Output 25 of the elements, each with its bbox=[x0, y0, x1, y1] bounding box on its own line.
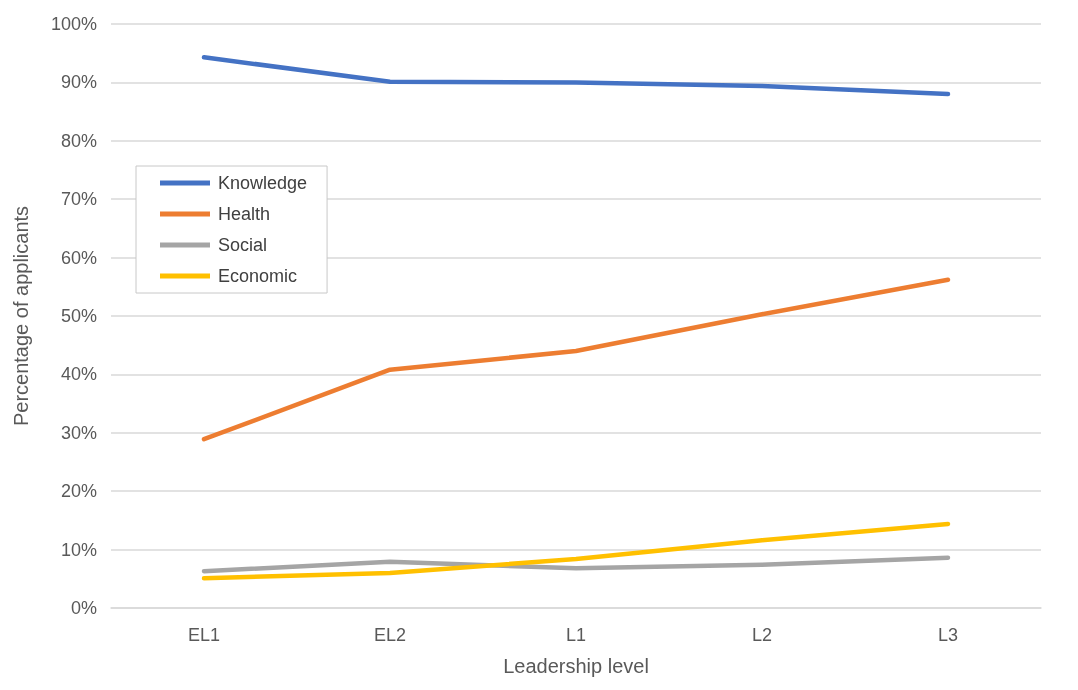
x-tick-label: L3 bbox=[937, 625, 959, 645]
legend-label: Economic bbox=[218, 266, 298, 286]
line-series bbox=[201, 55, 951, 97]
y-tick-label: 0% bbox=[70, 598, 97, 618]
x-tick-label: L2 bbox=[751, 625, 773, 645]
legend-label: Social bbox=[218, 235, 268, 255]
x-tick-label: EL2 bbox=[373, 625, 407, 645]
y-tick-label: 80% bbox=[60, 130, 97, 151]
y-tick-label: 40% bbox=[60, 364, 97, 385]
y-tick-label: 30% bbox=[60, 422, 97, 443]
x-axis-title: Leadership level bbox=[503, 655, 649, 677]
y-tick-label: 60% bbox=[60, 247, 97, 268]
legend-label: Knowledge bbox=[218, 173, 308, 193]
legend-label: Health bbox=[218, 204, 271, 224]
line-series bbox=[201, 555, 951, 574]
x-tick-label: EL1 bbox=[187, 625, 221, 645]
y-tick-label: 50% bbox=[60, 306, 97, 326]
y-axis-title: Percentage of applicants bbox=[10, 205, 32, 427]
x-tick-label: L1 bbox=[565, 625, 587, 645]
line-series bbox=[201, 521, 951, 581]
y-tick-label: 70% bbox=[60, 189, 97, 210]
y-tick-label: 100% bbox=[50, 14, 97, 34]
y-tick-label: 90% bbox=[60, 72, 97, 93]
y-tick-label: 10% bbox=[60, 539, 97, 560]
y-tick-label: 20% bbox=[60, 481, 97, 502]
